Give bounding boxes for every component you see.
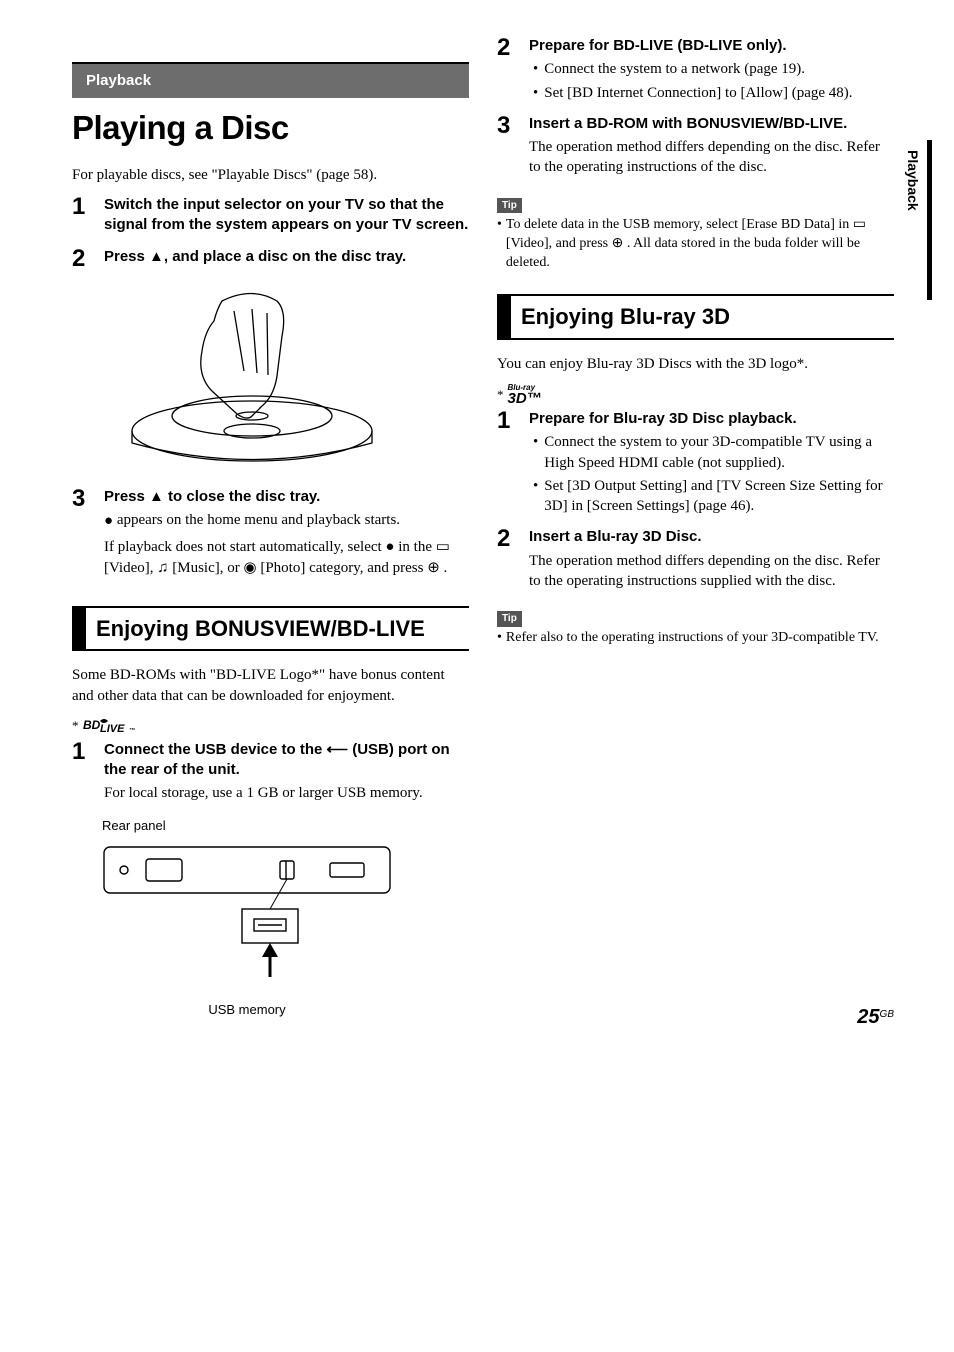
- section-tab: Playback: [72, 62, 469, 98]
- step-row: 3 Press ▲ to close the disc tray. ● appe…: [72, 487, 469, 584]
- step-number: 2: [497, 527, 519, 597]
- svg-text:BD: BD: [83, 718, 101, 732]
- svg-text:LIVE: LIVE: [100, 723, 125, 734]
- asterisk: *: [72, 717, 79, 735]
- step-body-fragment: appears on the home menu and playback st…: [113, 512, 400, 528]
- step-row: 1 Connect the USB device to the ⟵ (USB) …: [72, 740, 469, 810]
- step-row: 1 Switch the input selector on your TV s…: [72, 195, 469, 239]
- step-heading: Switch the input selector on your TV so …: [104, 195, 469, 236]
- step-heading: Prepare for Blu-ray 3D Disc playback.: [529, 409, 894, 429]
- subsection-title: Enjoying BONUSVIEW/BD-LIVE: [72, 606, 469, 652]
- step-bullets: Connect the system to your 3D-compatible…: [529, 432, 894, 516]
- rear-panel-label: Rear panel: [102, 817, 469, 835]
- step-number: 1: [72, 195, 94, 239]
- step-heading: Press ▲ to close the disc tray.: [104, 487, 469, 507]
- step-body-text: The operation method differs depending o…: [529, 551, 894, 592]
- bullet-item: Connect the system to your 3D-compatible…: [533, 432, 894, 473]
- page-title: Playing a Disc: [72, 106, 469, 151]
- rear-panel-figure: [102, 845, 469, 991]
- svg-text:™: ™: [129, 727, 135, 734]
- step-number: 2: [72, 247, 94, 271]
- bluray-3d-logo-note: * Blu-ray 3D™: [497, 384, 894, 405]
- step-body-text: If playback does not start automatically…: [104, 537, 469, 578]
- step-number: 1: [497, 409, 519, 519]
- bluray-3d-logo: Blu-ray 3D™: [508, 384, 542, 405]
- side-section-label: Playback: [897, 150, 922, 211]
- tip-text: Refer also to the operating instructions…: [497, 629, 894, 648]
- step-number: 1: [72, 740, 94, 810]
- step-row: 2 Prepare for BD-LIVE (BD-LIVE only). Co…: [497, 36, 894, 106]
- intro-text: For playable discs, see "Playable Discs"…: [72, 165, 469, 185]
- step-number: 2: [497, 36, 519, 106]
- step-heading: Insert a BD-ROM with BONUSVIEW/BD-LIVE.: [529, 114, 894, 134]
- disc-tray-figure: [102, 281, 469, 477]
- asterisk: *: [497, 386, 504, 404]
- step-number: 3: [72, 487, 94, 584]
- tip-label: Tip: [497, 198, 522, 214]
- right-column: 2 Prepare for BD-LIVE (BD-LIVE only). Co…: [497, 36, 894, 1023]
- tip-text: To delete data in the USB memory, select…: [497, 216, 894, 273]
- step-body-text: The operation method differs depending o…: [529, 137, 894, 178]
- step-body-text: For local storage, use a 1 GB or larger …: [104, 783, 469, 803]
- step-heading: Insert a Blu-ray 3D Disc.: [529, 527, 894, 547]
- disc-dot-icon: ●: [104, 512, 113, 529]
- bullet-item: Set [BD Internet Connection] to [Allow] …: [533, 83, 894, 103]
- usb-memory-label: USB memory: [102, 1001, 392, 1019]
- subsection-intro: Some BD-ROMs with "BD-LIVE Logo*" have b…: [72, 665, 469, 706]
- page-footer: 25GB: [857, 1004, 894, 1031]
- page-number: 25: [857, 1006, 879, 1028]
- tip-label: Tip: [497, 611, 522, 627]
- subsection-title: Enjoying Blu-ray 3D: [497, 294, 894, 340]
- step-heading: Prepare for BD-LIVE (BD-LIVE only).: [529, 36, 894, 56]
- left-column: Playback Playing a Disc For playable dis…: [72, 36, 469, 1023]
- step-row: 1 Prepare for Blu-ray 3D Disc playback. …: [497, 409, 894, 519]
- step-body-text: ● appears on the home menu and playback …: [104, 510, 469, 531]
- step-row: 2 Press ▲, and place a disc on the disc …: [72, 247, 469, 271]
- step-heading: Connect the USB device to the ⟵ (USB) po…: [104, 740, 469, 781]
- page-lang: GB: [880, 1009, 894, 1020]
- step-number: 3: [497, 114, 519, 184]
- step-row: 3 Insert a BD-ROM with BONUSVIEW/BD-LIVE…: [497, 114, 894, 184]
- bullet-item: Set [3D Output Setting] and [TV Screen S…: [533, 476, 894, 517]
- bullet-item: Connect the system to a network (page 19…: [533, 59, 894, 79]
- step-row: 2 Insert a Blu-ray 3D Disc. The operatio…: [497, 527, 894, 597]
- step-heading: Press ▲, and place a disc on the disc tr…: [104, 247, 469, 267]
- side-black-bar: [927, 140, 932, 300]
- bdlive-logo-note: * BD LIVE ™: [72, 716, 469, 736]
- bdlive-logo: BD LIVE ™: [83, 716, 139, 736]
- subsection-intro: You can enjoy Blu-ray 3D Discs with the …: [497, 354, 894, 374]
- step-bullets: Connect the system to a network (page 19…: [529, 59, 894, 103]
